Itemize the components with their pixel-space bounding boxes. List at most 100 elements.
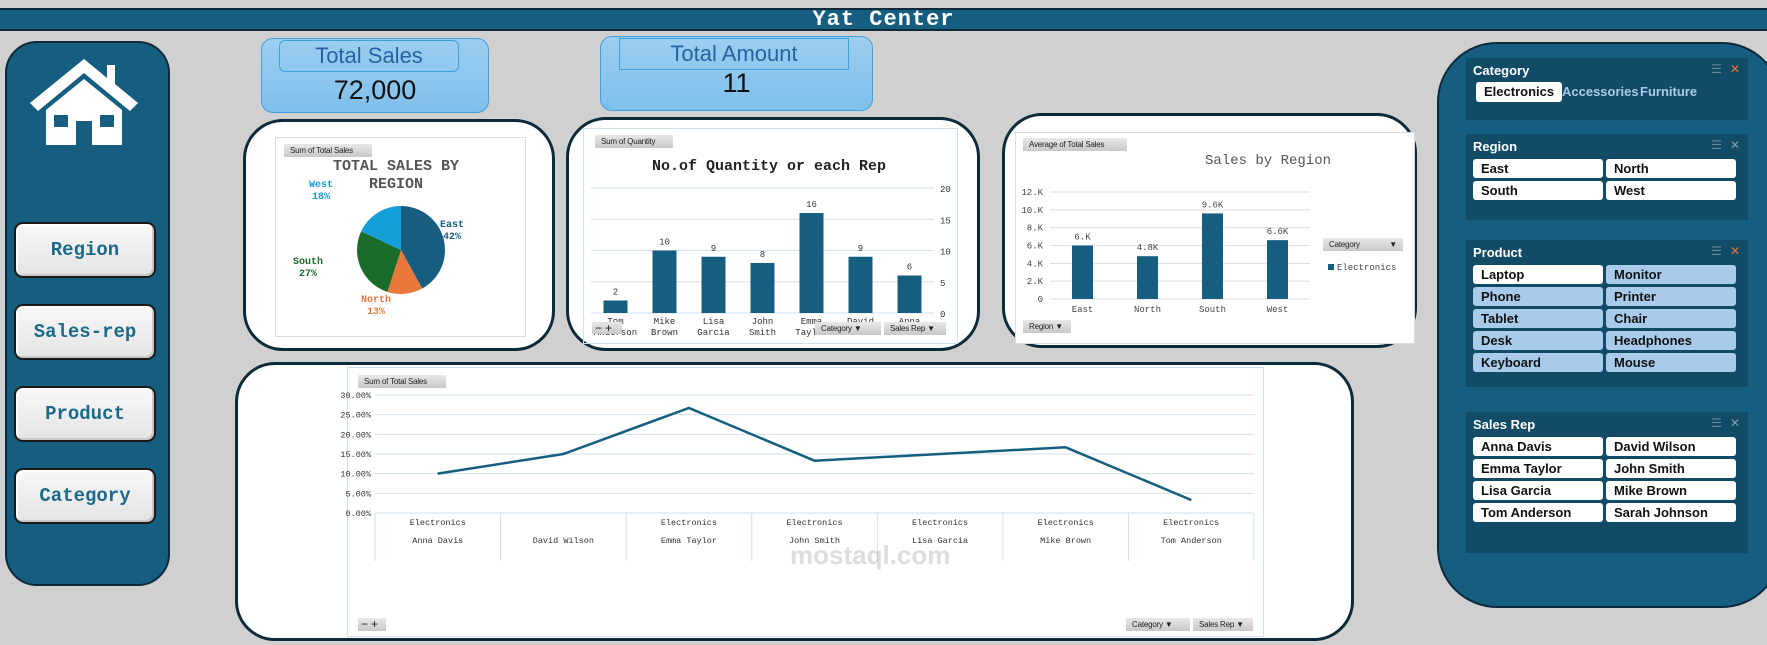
line-xtick-category: Electronics xyxy=(786,518,842,528)
line-xtick-category: Electronics xyxy=(912,518,968,528)
region-slicer-item[interactable]: South xyxy=(1473,181,1603,200)
line-xtick-rep: Tom Anderson xyxy=(1161,536,1222,546)
qty-ytick-label: 20 xyxy=(940,185,951,195)
pie-title-line1: TOTAL SALES BY xyxy=(333,158,459,175)
region-field-button[interactable]: Average of Total Sales xyxy=(1023,138,1127,151)
line-category-filter-button[interactable]: Category ▼ xyxy=(1126,618,1190,631)
pie-label-north: North xyxy=(361,294,391,306)
line-xtick-category: Electronics xyxy=(1163,518,1219,528)
qty-ytick-label: 10 xyxy=(940,248,951,258)
dropdown-arrow-icon: ▼ xyxy=(1236,620,1244,629)
salesrep-slicer-item[interactable]: Lisa Garcia xyxy=(1473,481,1603,500)
total-amount-value: 11 xyxy=(722,68,751,98)
collapse-expand-buttons[interactable]: − + xyxy=(592,322,622,334)
region-bar xyxy=(1072,245,1093,299)
line-point xyxy=(688,407,690,409)
region-slicer-item[interactable]: East xyxy=(1473,159,1603,178)
filter-funnel-icon: ▼ xyxy=(1164,620,1173,629)
nav-button-sales-rep[interactable]: Sales-rep xyxy=(14,304,156,360)
clear-filter-icon[interactable]: ✕ xyxy=(1729,138,1740,152)
line-point xyxy=(562,453,564,455)
product-slicer-item[interactable]: Phone xyxy=(1473,287,1603,306)
line-point xyxy=(939,453,941,455)
product-slicer-item[interactable]: Printer xyxy=(1606,287,1736,306)
region-ytick-label: 12.K xyxy=(1021,188,1043,198)
multi-select-icon[interactable]: ☰ xyxy=(1711,416,1722,430)
quantity-bar-chart: No.of Quantity or each Rep051015202TomAn… xyxy=(591,158,951,338)
category-slicer-item[interactable]: Accessories xyxy=(1562,84,1639,99)
legend-entry: Electronics xyxy=(1337,263,1396,273)
category-slicer-item[interactable]: Furniture xyxy=(1640,84,1698,99)
product-slicer-item[interactable]: Monitor xyxy=(1606,265,1736,284)
nav-button-category[interactable]: Category xyxy=(14,468,156,524)
total-amount-card: Total Amount 11 xyxy=(600,36,873,111)
line-xtick-rep: David Wilson xyxy=(533,536,594,546)
salesrep-slicer-item[interactable]: Anna Davis xyxy=(1473,437,1603,456)
pie-label-east: East xyxy=(440,220,464,231)
product-slicer-item[interactable]: Headphones xyxy=(1606,331,1736,350)
salesrep-slicer-item[interactable]: Mike Brown xyxy=(1606,481,1736,500)
filter-funnel-icon: ▼ xyxy=(853,324,862,333)
product-slicer-title: Product xyxy=(1473,245,1523,260)
clear-filter-icon[interactable]: ✕ xyxy=(1729,244,1740,258)
clear-filter-icon[interactable]: ✕ xyxy=(1729,62,1740,76)
watermark: mostaql.com xyxy=(790,540,951,570)
pie-field-button[interactable]: Sum of Total Sales xyxy=(284,144,372,157)
total-sales-card: Total Sales 72,000 xyxy=(261,38,489,113)
nav-button-product[interactable]: Product xyxy=(14,386,156,442)
region-chart-title: Sales by Region xyxy=(1205,153,1331,169)
qty-xtick-label: Lisa xyxy=(703,317,725,327)
region-slicer-item[interactable]: West xyxy=(1606,181,1736,200)
quantity-chart-panel: Sum of Quantity No.of Quantity or each R… xyxy=(566,117,980,351)
multi-select-icon[interactable]: ☰ xyxy=(1711,244,1722,258)
salesrep-slicer-item[interactable]: Sarah Johnson xyxy=(1606,503,1736,522)
pie-slice-east xyxy=(401,206,445,289)
nav-button-region[interactable]: Region xyxy=(14,222,156,278)
line-ytick-label: 20.00% xyxy=(340,430,372,440)
product-slicer-item[interactable]: Desk xyxy=(1473,331,1603,350)
product-slicer-item[interactable]: Tablet xyxy=(1473,309,1603,328)
dropdown-arrow-icon: ▼ xyxy=(1055,322,1063,331)
total-sales-value: 72,000 xyxy=(333,75,417,105)
clear-filter-icon[interactable]: ✕ xyxy=(1729,416,1740,430)
region-data-label: 9.6K xyxy=(1202,200,1224,210)
region-slicer-item[interactable]: North xyxy=(1606,159,1736,178)
salesrep-filter-button[interactable]: Sales Rep ▼ xyxy=(884,322,946,335)
total-amount-label: Total Amount xyxy=(619,38,849,70)
line-field-button[interactable]: Sum of Total Sales xyxy=(358,375,446,388)
qty-xtick-label: Emma xyxy=(801,317,823,327)
legend-category-button[interactable]: Category ▼ xyxy=(1323,238,1403,251)
multi-select-icon[interactable]: ☰ xyxy=(1711,138,1722,152)
region-axis-label: Region xyxy=(1029,322,1054,331)
category-filter-button[interactable]: Category ▼ xyxy=(815,322,881,335)
salesrep-filter-label: Sales Rep xyxy=(1199,620,1235,629)
product-slicer-item[interactable]: Chair xyxy=(1606,309,1736,328)
product-slicer-item[interactable]: Laptop xyxy=(1473,265,1603,284)
house-icon[interactable] xyxy=(28,55,140,145)
salesrep-slicer-item[interactable]: John Smith xyxy=(1606,459,1736,478)
line-xtick-rep: Mike Brown xyxy=(1040,536,1091,546)
line-point xyxy=(814,460,815,462)
region-data-label: 6.6K xyxy=(1267,227,1289,237)
salesrep-slicer-item[interactable]: Emma Taylor xyxy=(1473,459,1603,478)
category-slicer-item[interactable]: Electronics xyxy=(1476,82,1563,102)
multi-select-icon[interactable]: ☰ xyxy=(1711,62,1722,76)
qty-data-label: 10 xyxy=(659,238,670,248)
salesrep-slicer-item[interactable]: David Wilson xyxy=(1606,437,1736,456)
region-data-label: 4.8K xyxy=(1137,243,1159,253)
line-xtick-category: Electronics xyxy=(410,518,466,528)
salesrep-filter-label: Sales Rep xyxy=(890,324,926,333)
product-slicer-item[interactable]: Keyboard xyxy=(1473,353,1603,372)
product-slicer-item[interactable]: Mouse xyxy=(1606,353,1736,372)
quantity-field-button[interactable]: Sum of Quantity xyxy=(595,135,673,148)
region-axis-button[interactable]: Region ▼ xyxy=(1023,320,1071,333)
line-ytick-label: 0.00% xyxy=(345,509,371,519)
region-ytick-label: 8.K xyxy=(1027,224,1044,234)
line-ytick-label: 5.00% xyxy=(345,489,371,499)
salesrep-slicer-item[interactable]: Tom Anderson xyxy=(1473,503,1603,522)
salesrep-slicer-title: Sales Rep xyxy=(1473,417,1536,432)
collapse-expand-buttons[interactable]: − + xyxy=(358,618,386,631)
line-salesrep-filter-button[interactable]: Sales Rep ▼ xyxy=(1193,618,1253,631)
category-filter-label: Category xyxy=(1132,620,1163,629)
